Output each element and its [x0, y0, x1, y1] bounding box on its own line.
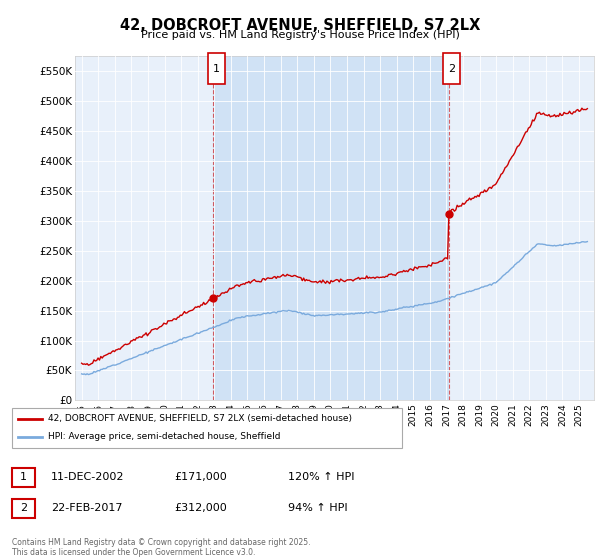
Text: 11-DEC-2002: 11-DEC-2002 [51, 472, 125, 482]
Text: 42, DOBCROFT AVENUE, SHEFFIELD, S7 2LX (semi-detached house): 42, DOBCROFT AVENUE, SHEFFIELD, S7 2LX (… [48, 414, 352, 423]
Text: 22-FEB-2017: 22-FEB-2017 [51, 503, 122, 513]
Text: 94% ↑ HPI: 94% ↑ HPI [288, 503, 347, 513]
Text: £171,000: £171,000 [174, 472, 227, 482]
Text: 120% ↑ HPI: 120% ↑ HPI [288, 472, 355, 482]
Text: 1: 1 [213, 64, 220, 73]
Text: HPI: Average price, semi-detached house, Sheffield: HPI: Average price, semi-detached house,… [48, 432, 281, 441]
Text: Contains HM Land Registry data © Crown copyright and database right 2025.
This d: Contains HM Land Registry data © Crown c… [12, 538, 311, 557]
Text: 42, DOBCROFT AVENUE, SHEFFIELD, S7 2LX: 42, DOBCROFT AVENUE, SHEFFIELD, S7 2LX [120, 18, 480, 33]
Bar [213, 56, 449, 400]
Text: 1: 1 [20, 472, 27, 482]
Text: 2: 2 [20, 503, 27, 513]
Text: £312,000: £312,000 [174, 503, 227, 513]
Text: Price paid vs. HM Land Registry's House Price Index (HPI): Price paid vs. HM Land Registry's House … [140, 30, 460, 40]
Text: 2: 2 [448, 64, 455, 73]
